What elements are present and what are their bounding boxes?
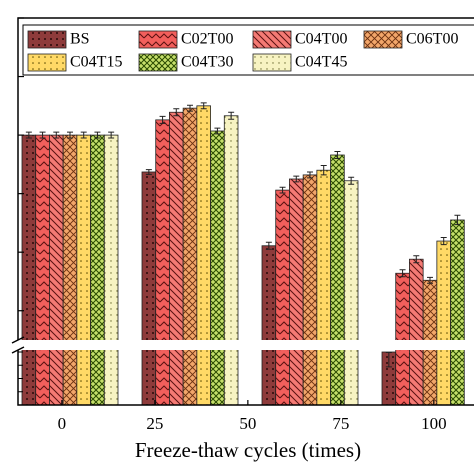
legend-label: C04T00 bbox=[295, 31, 347, 48]
bar bbox=[223, 115, 239, 406]
error-bar bbox=[385, 352, 392, 368]
error-bar bbox=[228, 111, 235, 120]
bar bbox=[289, 178, 304, 406]
error-bar bbox=[39, 131, 46, 139]
legend-swatch bbox=[138, 30, 178, 49]
bar bbox=[62, 134, 78, 406]
error-bar bbox=[454, 214, 461, 226]
bar bbox=[302, 174, 318, 406]
bar bbox=[316, 169, 331, 406]
error-bar bbox=[145, 169, 152, 175]
error-bar bbox=[320, 165, 327, 176]
axis-break bbox=[0, 340, 474, 350]
legend-swatch bbox=[252, 53, 292, 72]
error-bar bbox=[307, 171, 313, 179]
x-tick-label: 75 bbox=[332, 414, 349, 433]
error-bar bbox=[413, 255, 420, 264]
x-axis-label: Freeze-thaw cycles (times) bbox=[135, 438, 361, 462]
bar bbox=[49, 134, 64, 406]
bar bbox=[343, 180, 359, 406]
error-bar bbox=[25, 131, 32, 139]
bar bbox=[330, 154, 345, 406]
error-bar bbox=[334, 150, 341, 160]
legend-swatch bbox=[363, 30, 403, 49]
bar bbox=[35, 134, 50, 406]
bar bbox=[395, 272, 410, 406]
error-bar bbox=[265, 241, 272, 250]
error-bar bbox=[399, 269, 406, 278]
error-bar bbox=[440, 237, 447, 246]
error-bar bbox=[53, 131, 60, 139]
bar bbox=[90, 134, 105, 406]
bar bbox=[155, 119, 170, 406]
error-bar bbox=[214, 127, 221, 135]
bar bbox=[182, 107, 198, 406]
x-tick-label: 100 bbox=[421, 414, 447, 433]
x-tick-label: 25 bbox=[146, 414, 163, 433]
error-bar bbox=[200, 102, 207, 110]
bar bbox=[436, 240, 451, 406]
error-bar bbox=[279, 186, 286, 194]
x-tick-label: 0 bbox=[58, 414, 67, 433]
error-bar bbox=[187, 104, 193, 112]
legend-label: BS bbox=[70, 31, 90, 48]
bar bbox=[169, 111, 184, 406]
legend-label: C02T00 bbox=[181, 31, 233, 48]
error-bar bbox=[293, 175, 300, 183]
error-bar bbox=[108, 131, 115, 139]
legend-label: C04T30 bbox=[181, 54, 233, 71]
bar bbox=[409, 258, 424, 406]
bar bbox=[450, 219, 465, 406]
error-bar bbox=[80, 131, 87, 139]
bar bbox=[275, 189, 290, 406]
legend-label: C04T15 bbox=[70, 54, 122, 71]
legend-label: C06T00 bbox=[406, 31, 458, 48]
bar bbox=[196, 105, 211, 406]
legend-label: C04T45 bbox=[295, 54, 347, 71]
bar bbox=[210, 130, 225, 406]
bar bbox=[76, 134, 91, 406]
error-bar bbox=[67, 131, 73, 139]
error-bar bbox=[94, 131, 101, 139]
error-bar bbox=[427, 276, 433, 284]
legend-swatch bbox=[27, 30, 67, 49]
error-bar bbox=[173, 108, 180, 117]
bar bbox=[21, 134, 37, 406]
legend-swatch bbox=[138, 53, 178, 72]
bar bbox=[141, 171, 157, 406]
legend-swatch bbox=[27, 53, 67, 72]
bar bbox=[103, 134, 119, 406]
error-bar bbox=[159, 115, 166, 124]
error-bar bbox=[348, 176, 355, 185]
bar bbox=[261, 245, 277, 406]
x-tick-label: 50 bbox=[239, 414, 256, 433]
legend-swatch bbox=[252, 30, 292, 49]
